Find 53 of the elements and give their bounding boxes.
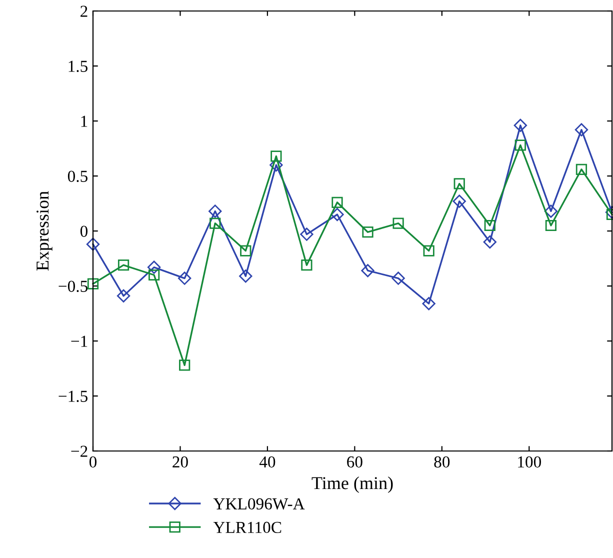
point (423, 245, 434, 256)
x-tick-label: 40 (259, 456, 276, 468)
y-tick-label: 0.5 (68, 170, 88, 182)
point (148, 269, 160, 281)
point (239, 270, 252, 283)
point (574, 123, 588, 136)
point (240, 245, 252, 256)
y-tick-label: −1.5 (58, 390, 88, 402)
x-axis-title: Time (min) (312, 476, 393, 493)
point (301, 260, 312, 271)
point (270, 150, 282, 162)
x-tick-label: 0 (89, 456, 97, 468)
point (483, 235, 496, 249)
point (545, 220, 556, 232)
y-tick-label: 1 (81, 116, 88, 127)
point (484, 220, 496, 232)
y-tick-label: −2 (71, 446, 88, 457)
legend-label: YLR110C (213, 522, 282, 534)
point (362, 226, 374, 238)
point (118, 260, 130, 271)
point (87, 278, 99, 290)
point (178, 272, 192, 285)
x-tick-label: 20 (172, 456, 188, 468)
point (210, 218, 221, 229)
point (300, 228, 314, 241)
x-tick-label: 100 (518, 456, 541, 468)
point (544, 204, 558, 218)
legend-label: YKL096W-A (213, 498, 305, 510)
point (454, 178, 465, 190)
point (576, 164, 588, 175)
point (452, 194, 466, 208)
x-tick-label: 60 (347, 456, 362, 468)
point (208, 204, 222, 218)
point (422, 297, 436, 310)
x-tick-label: 80 (434, 456, 450, 468)
y-tick-label: 1.5 (68, 60, 88, 72)
point (332, 196, 343, 208)
point (361, 264, 374, 278)
point (392, 272, 405, 285)
y-axis-title: Expression (36, 191, 52, 271)
point (514, 140, 526, 151)
point (392, 218, 404, 229)
point (179, 360, 190, 371)
y-tick-label: 2 (80, 6, 88, 17)
point (116, 289, 130, 302)
y-tick-label: −1 (71, 336, 88, 347)
point (514, 118, 527, 132)
point (270, 158, 283, 172)
y-tick-label: 0 (80, 226, 88, 237)
point (330, 208, 344, 222)
point (86, 238, 100, 251)
point (147, 260, 161, 274)
y-tick-label: −0.5 (58, 280, 88, 292)
